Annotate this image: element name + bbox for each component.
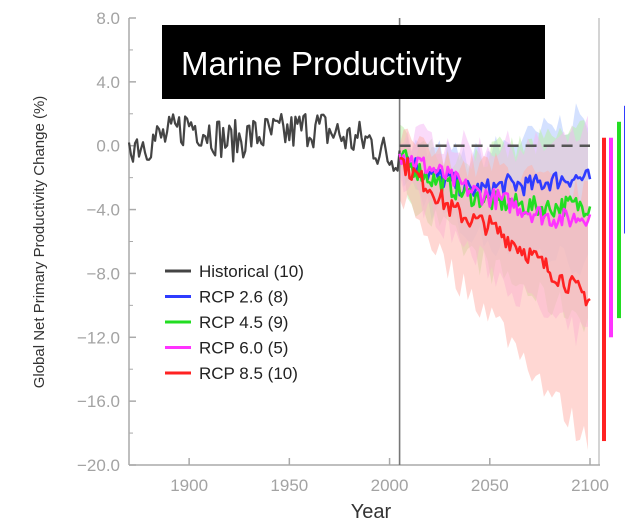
y-axis-label: Global Net Primary Productivity Change (… [31, 96, 48, 389]
y-axis-ticks: 8.0 4.0 0.0 −4.0 −8.0 −12.0 −16.0 −20.0 [77, 9, 136, 475]
spread-bar-3 [609, 137, 613, 338]
y-tick-label: 8.0 [96, 9, 120, 28]
x-axis-ticks: 1900 1950 2000 2050 2100 [170, 458, 609, 495]
spread-bar-2 [617, 121, 621, 319]
y-tick-label: 4.0 [96, 73, 120, 92]
spread-bars [602, 105, 625, 442]
legend-label: RCP 8.5 (10) [199, 364, 298, 383]
y-tick-label: −4.0 [86, 201, 120, 220]
y-tick-label: −12.0 [77, 328, 120, 347]
y-tick-label: −16.0 [77, 392, 120, 411]
series-line-4 [399, 156, 591, 307]
legend-label: RCP 2.6 (8) [199, 288, 288, 307]
x-tick-label: 2050 [471, 476, 509, 495]
series-line-0 [127, 112, 401, 172]
x-axis-label: Year [351, 501, 392, 523]
y-tick-label: −8.0 [86, 264, 120, 283]
x-tick-label: 1900 [170, 476, 208, 495]
series-line-1 [398, 152, 592, 200]
series-line-3 [398, 153, 592, 229]
chart-title: Marine Productivity [181, 45, 462, 82]
x-tick-label: 2100 [571, 476, 609, 495]
x-tick-label: 1950 [270, 476, 308, 495]
legend-label: RCP 6.0 (5) [199, 339, 288, 358]
title-background [162, 25, 545, 99]
legend-label: RCP 4.5 (9) [199, 313, 288, 332]
legend: Historical (10) RCP 2.6 (8) RCP 4.5 (9) RCP… [165, 262, 304, 383]
spread-bar-4 [602, 137, 606, 442]
y-tick-label: 0.0 [96, 137, 120, 156]
legend-label: Historical (10) [199, 262, 304, 281]
x-tick-label: 2000 [371, 476, 409, 495]
series-lines [127, 112, 592, 307]
y-tick-label: −20.0 [77, 456, 120, 475]
